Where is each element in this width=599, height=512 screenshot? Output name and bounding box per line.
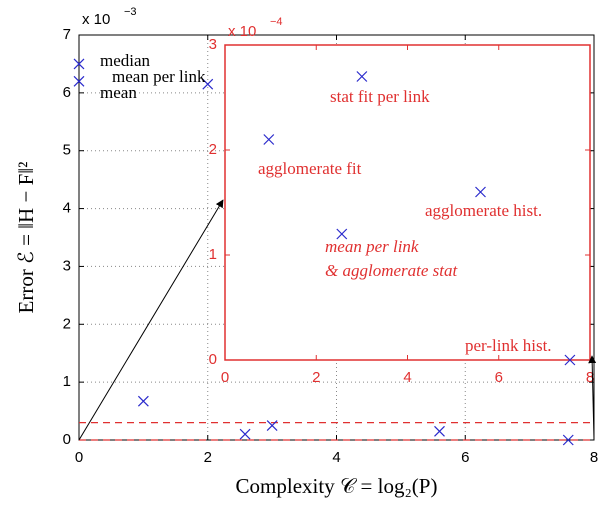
axis-multiplier: x 10 [228,23,256,40]
point-marker [73,75,85,87]
y-tick-label: 5 [63,142,71,159]
point-marker [562,434,574,446]
x-tick-label: 0 [75,449,83,466]
y-tick-label: 0 [209,351,217,368]
point-marker [239,428,251,440]
point-marker [202,78,214,90]
annotation: stat fit per link [330,87,430,106]
annotation: per-link hist. [465,336,552,355]
x-tick-label: 2 [312,369,320,386]
x-tick-label: 2 [204,449,212,466]
annotation: mean [100,83,137,102]
y-tick-label: 3 [63,257,71,274]
point-marker [434,425,445,437]
y-tick-label: 1 [209,246,217,263]
y-tick-label: 0 [63,431,71,448]
y-tick-label: 6 [63,84,71,101]
x-tick-label: 8 [586,369,594,386]
y-tick-label: 4 [63,200,71,217]
annotation: mean per link [325,237,419,256]
point-marker [263,134,275,145]
point-marker [564,354,576,366]
point-marker [336,228,348,240]
y-tick-label: 1 [63,373,71,390]
axis-multiplier-exponent: −4 [270,16,283,28]
axis-multiplier-exponent: −3 [124,6,137,18]
x-tick-label: 0 [221,369,229,386]
point-marker [475,186,486,198]
zoom-arrow [588,355,597,441]
plot-frame [224,44,591,361]
zoom-arrow [78,199,224,441]
x-tick-label: 6 [495,369,503,386]
x-tick-label: 6 [461,449,469,466]
y-axis-label: Error ℰ = ‖H − F‖² [14,162,38,314]
y-tick-label: 7 [63,26,71,43]
annotation: agglomerate fit [258,159,362,178]
annotation: agglomerate hist. [425,201,542,220]
x-tick-label: 4 [403,369,411,386]
annotation: & agglomerate stat [325,261,458,280]
annotation: mean per link [112,67,206,86]
point-marker [73,58,85,70]
x-tick-label: 8 [590,449,598,466]
x-tick-label: 4 [332,449,340,466]
point-marker [137,395,149,407]
y-tick-label: 2 [209,141,217,158]
point-marker [266,420,278,431]
y-tick-label: 3 [209,36,217,53]
x-axis-label: Complexity 𝒞 = log₂(P) [236,474,438,498]
annotation: median [100,51,151,70]
plot-area [225,45,590,360]
y-tick-label: 2 [63,315,71,332]
axis-multiplier: x 10 [82,11,110,28]
point-marker [356,71,368,82]
